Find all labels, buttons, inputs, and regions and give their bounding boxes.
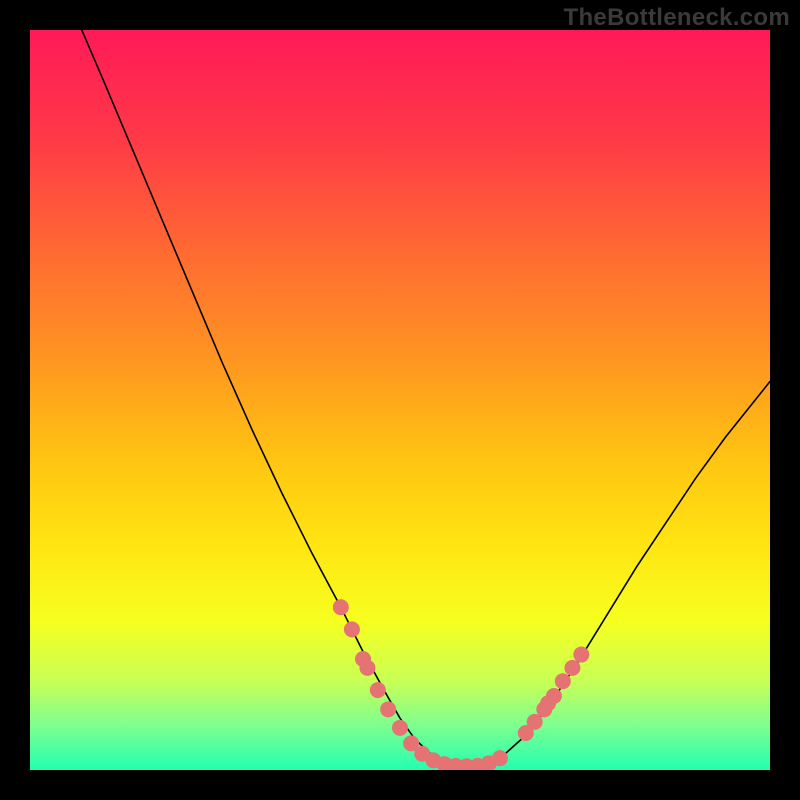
marker-dot: [359, 660, 375, 676]
marker-dot: [564, 660, 580, 676]
chart-svg: [0, 0, 800, 800]
marker-dot: [573, 647, 589, 663]
background: [0, 0, 800, 800]
marker-dot: [333, 599, 349, 615]
watermark-label: TheBottleneck.com: [564, 4, 790, 32]
marker-dot: [527, 714, 543, 730]
marker-dot: [492, 750, 508, 766]
marker-dot: [380, 701, 396, 717]
marker-dot: [555, 673, 571, 689]
gradient-fill: [30, 30, 770, 770]
marker-dot: [540, 695, 556, 711]
marker-dot: [344, 621, 360, 637]
stage: TheBottleneck.com: [0, 0, 800, 800]
plot-area: [30, 30, 770, 774]
marker-dot: [392, 720, 408, 736]
marker-dot: [370, 682, 386, 698]
